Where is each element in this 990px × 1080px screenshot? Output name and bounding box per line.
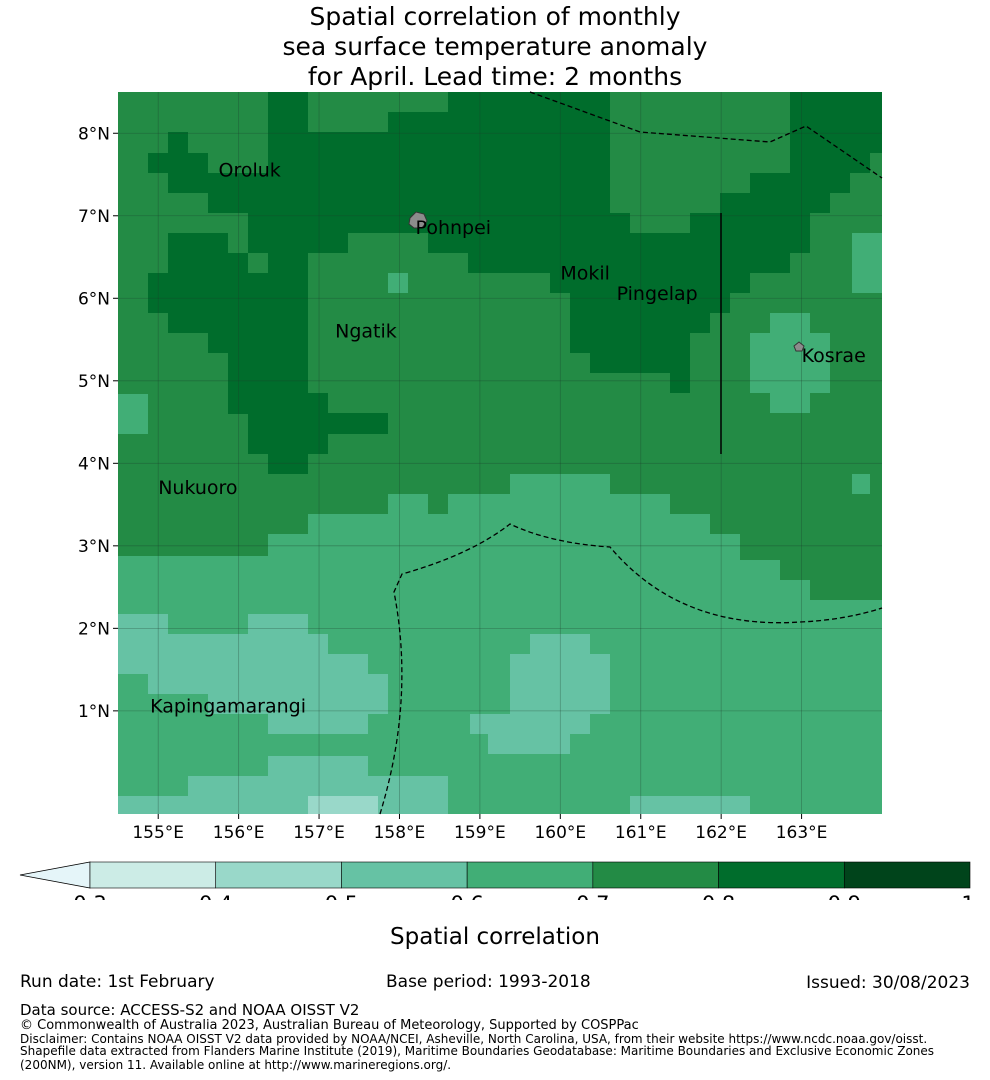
colorbar-tick-label: 0.3 — [73, 892, 106, 900]
lat-tick-label: 3°N — [78, 537, 110, 557]
lat-tick-label: 8°N — [78, 124, 110, 144]
eez-boundaries — [379, 91, 883, 815]
colorbar-segment — [466, 861, 594, 889]
lon-tick-label: 161°E — [615, 823, 667, 843]
data-source: Data source: ACCESS-S2 and NOAA OISST V2 — [20, 1001, 360, 1019]
colorbar-tick-label: 0.9 — [828, 892, 861, 900]
colorbar-tick-label: 0.5 — [325, 892, 358, 900]
copyright: © Commonwealth of Australia 2023, Austra… — [20, 1018, 639, 1033]
island-label: Ngatik — [335, 320, 397, 342]
chart-title: Spatial correlation of monthly sea surfa… — [0, 2, 990, 92]
colorbar-segment — [89, 861, 217, 889]
island-label: Pingelap — [617, 283, 698, 305]
disclaimer-line-1: Disclaimer: Contains NOAA OISST V2 data … — [20, 1032, 928, 1046]
lon-tick-label: 155°E — [132, 823, 184, 843]
map-gridlines — [118, 92, 882, 814]
lat-tick-label: 5°N — [78, 372, 110, 392]
lat-tick-label: 2°N — [78, 619, 110, 639]
island-label: Mokil — [560, 263, 610, 285]
lon-tick-label: 160°E — [534, 823, 586, 843]
colorbar-segment — [592, 861, 719, 889]
lon-tick-label: 156°E — [213, 823, 265, 843]
lat-tick-label: 4°N — [78, 454, 110, 474]
colorbar-segment — [843, 861, 971, 889]
lat-tick-label: 7°N — [78, 207, 110, 227]
lon-tick-label: 159°E — [454, 823, 506, 843]
issued-date: Issued: 30/08/2023 — [806, 973, 970, 993]
colorbar: 0.3 0.4 0.5 0.6 0.7 0.8 0.9 1 — [19, 861, 975, 900]
title-line-2: sea surface temperature anomaly — [282, 32, 708, 61]
island-label: Kapingamarangi — [150, 696, 306, 718]
disclaimer-line-3: (200NM), version 11. Available online at… — [20, 1058, 452, 1072]
correlation-map: Oroluk Pohnpei Mokil Pingelap Ngatik Kosrae Nu… — [19, 91, 975, 900]
lat-tick-label: 1°N — [78, 702, 110, 722]
colorbar-segment — [718, 861, 845, 889]
colorbar-tick-label: 0.6 — [450, 892, 483, 900]
lon-tick-label: 158°E — [374, 823, 426, 843]
island-label: Kosrae — [802, 345, 866, 367]
lon-tick-label: 162°E — [695, 823, 747, 843]
disclaimer-line-2: Shapefile data extracted from Flanders M… — [20, 1044, 935, 1058]
colorbar-segment — [341, 861, 468, 889]
colorbar-tick-label: 0.4 — [199, 892, 232, 900]
colorbar-segment — [215, 861, 342, 889]
island-label: Pohnpei — [416, 217, 492, 239]
lat-tick-label: 6°N — [78, 289, 110, 309]
lon-tick-label: 163°E — [776, 823, 828, 843]
colorbar-tick-label: 0.7 — [576, 892, 609, 900]
island-label: Oroluk — [219, 159, 281, 181]
map-field — [118, 92, 882, 814]
run-date: Run date: 1st February — [20, 972, 215, 992]
colorbar-tick-label: 0.8 — [702, 892, 735, 900]
lon-tick-label: 157°E — [293, 823, 345, 843]
title-line-1: Spatial correlation of monthly — [309, 2, 681, 31]
base-period: Base period: 1993-2018 — [386, 972, 591, 992]
island-label: Nukuoro — [158, 477, 237, 499]
colorbar-tick-label: 1 — [961, 892, 974, 900]
title-line-3: for April. Lead time: 2 months — [307, 62, 683, 91]
colorbar-label: Spatial correlation — [390, 924, 600, 950]
